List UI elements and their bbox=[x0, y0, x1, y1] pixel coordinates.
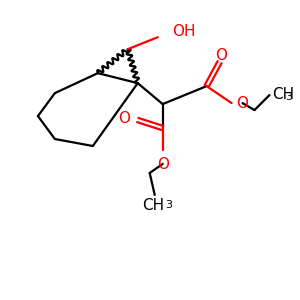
Text: CH: CH bbox=[272, 87, 295, 102]
Text: 3: 3 bbox=[166, 200, 173, 210]
Text: OH: OH bbox=[172, 24, 195, 39]
Text: CH: CH bbox=[142, 198, 164, 213]
Text: O: O bbox=[118, 111, 130, 126]
Text: O: O bbox=[157, 157, 169, 172]
Text: 3: 3 bbox=[285, 92, 292, 102]
Text: O: O bbox=[236, 96, 248, 111]
Text: O: O bbox=[216, 48, 228, 63]
